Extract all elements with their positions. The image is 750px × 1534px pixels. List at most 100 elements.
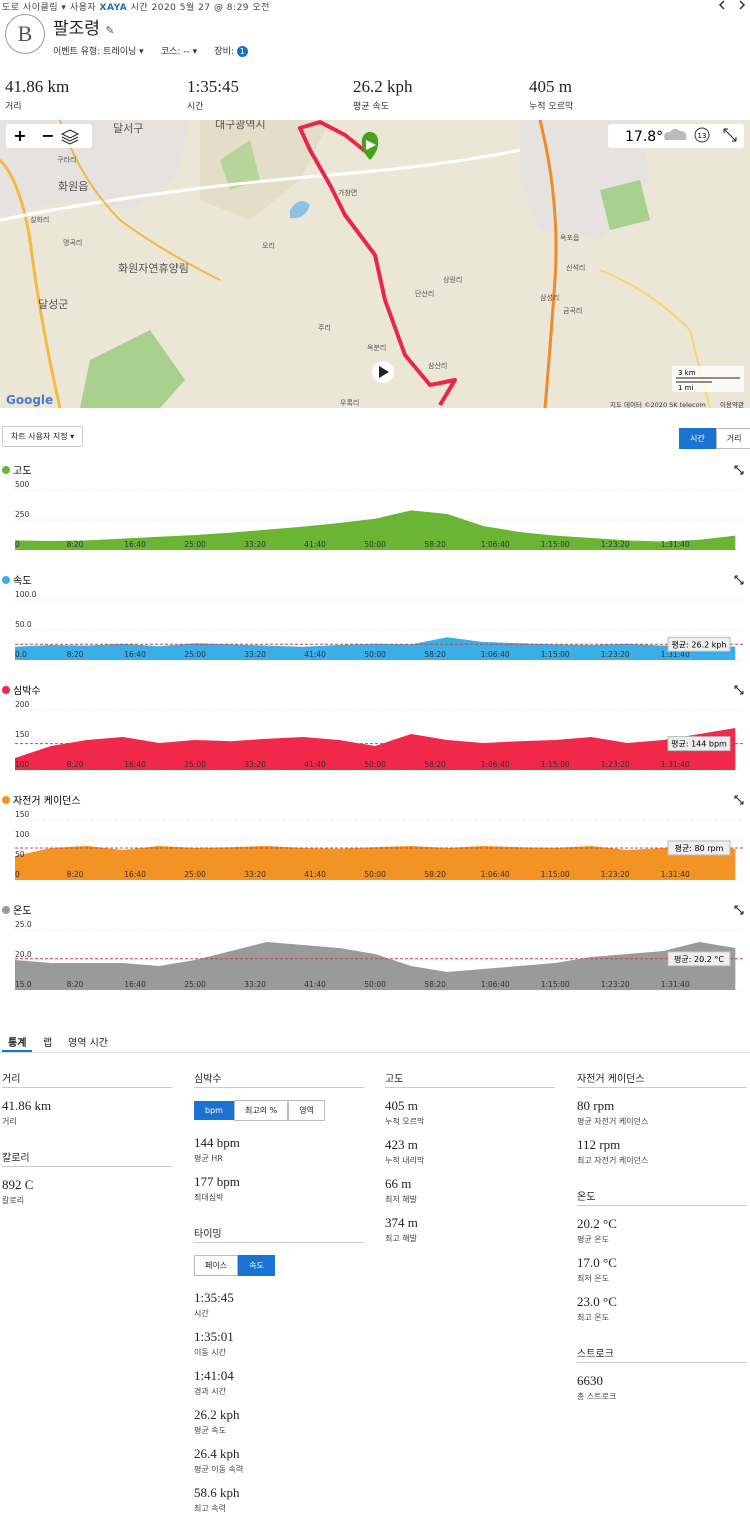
nav-arrows[interactable] xyxy=(718,0,748,10)
stat-label: 평균 자전거 케이던스 xyxy=(577,1117,649,1126)
x-tick-label: 1:31:40 xyxy=(661,540,690,549)
stat-value: 144 bpm xyxy=(194,1135,240,1150)
average-label: 평균: 26.2 kph xyxy=(671,639,726,649)
stat-label: 평균 속도 xyxy=(194,1426,226,1435)
stats-tab[interactable]: 영역 시간 xyxy=(68,1038,108,1049)
layers-icon[interactable] xyxy=(60,129,80,145)
stat-value: 41.86 km xyxy=(2,1098,52,1113)
gear[interactable]: 장비: xyxy=(214,47,234,57)
stats-section: 타이밍 페이스 속도 1:35:45 시간 1:35:01 이동 시간 1:41:04 경과 시… xyxy=(194,1225,366,1514)
route xyxy=(298,120,457,407)
forest xyxy=(220,140,260,190)
stat-value: 26.4 kph xyxy=(194,1446,240,1461)
place-label: 삼성리 xyxy=(540,293,559,302)
cloud-icon xyxy=(664,128,687,140)
zoom-out[interactable]: − xyxy=(41,126,54,145)
stat-label: 최저 해발 xyxy=(385,1195,417,1204)
y-tick-label: 50 xyxy=(15,850,25,859)
next-arrow[interactable] xyxy=(739,0,746,10)
section-title: 온도 xyxy=(577,1188,747,1206)
stats-tab[interactable]: 랩 xyxy=(43,1038,53,1049)
stat-value: 423 m xyxy=(385,1137,418,1152)
area xyxy=(15,510,736,550)
chart-title: 속도 xyxy=(13,575,31,587)
user-name[interactable]: XAYA xyxy=(99,3,128,13)
customize-button[interactable]: 차트 사용자 지정 ▾ xyxy=(2,426,84,447)
y-tick-label: 200 xyxy=(15,700,30,709)
activity-type[interactable]: 도로 사이클링 xyxy=(2,3,59,13)
summary-label: 거리 xyxy=(5,102,22,112)
segment-button[interactable]: 영역 xyxy=(288,1100,325,1121)
edit-icon[interactable]: ✎ xyxy=(105,24,115,37)
zoom-in[interactable]: + xyxy=(13,126,26,145)
prev-arrow[interactable] xyxy=(718,0,725,10)
expand-icon[interactable] xyxy=(734,685,744,695)
chart: 자전거 케이던스 0 50 100 150 8:20 16:40 25:00 33:20 41:4… xyxy=(2,795,744,881)
button-group: bpm 최고의 % 영역 xyxy=(194,1098,366,1121)
y-tick-label: 500 xyxy=(15,480,30,489)
x-tick-label: 16:40 xyxy=(124,980,146,989)
stat-value: 1:35:01 xyxy=(194,1329,234,1344)
top-bar: 도로 사이클링 ▾ 사용자 XAYA 시간 2020 5월 27 @ 8:29 … xyxy=(2,0,270,13)
legend-dot xyxy=(2,576,10,584)
fullscreen-icon[interactable] xyxy=(723,128,737,142)
x-tick-label: 16:40 xyxy=(124,870,146,879)
area xyxy=(15,728,736,770)
course[interactable]: 코스: -- xyxy=(160,47,190,57)
attribution: 지도 데이터 ©2020 SK telecom xyxy=(610,400,706,408)
terrain xyxy=(200,120,330,220)
event-type[interactable]: 이벤트 유형: 트레이닝 xyxy=(53,47,137,57)
x-tick-label: 16:40 xyxy=(124,540,146,549)
y-tick-label: 15.0 xyxy=(15,980,32,989)
stat-value: 892 C xyxy=(2,1177,34,1192)
weather-temp: 17.8° xyxy=(625,129,663,145)
segment-button[interactable]: 속도 xyxy=(238,1255,275,1276)
chart: 속도 0.0 50.0 100.0 8:20 16:40 25:00 33:20 41:40 50… xyxy=(2,575,744,661)
place-label: 금곡리 xyxy=(563,306,582,315)
x-tick-label: 58:20 xyxy=(424,870,446,879)
dropdown-arrow[interactable]: ▾ xyxy=(61,3,70,13)
x-tick-label: 50:00 xyxy=(364,980,386,989)
section-title: 타이밍 xyxy=(194,1225,364,1243)
distance-toggle[interactable]: 거리 xyxy=(715,428,750,449)
expand-icon[interactable] xyxy=(734,575,744,585)
x-tick-label: 1:06:40 xyxy=(481,760,510,769)
stat-label: 최대심박 xyxy=(194,1193,224,1202)
x-tick-label: 50:00 xyxy=(364,760,386,769)
legend-dot xyxy=(2,466,10,474)
place-label: 상원리 xyxy=(443,275,462,284)
highway xyxy=(538,120,558,408)
stats-tab[interactable]: 통계 xyxy=(8,1038,27,1049)
gear-count[interactable]: 1 xyxy=(236,46,248,57)
expand-icon[interactable] xyxy=(734,795,744,805)
place-label: 신석리 xyxy=(566,263,585,272)
summary-value: 1:35:45 xyxy=(187,77,239,96)
segment-button[interactable]: 최고의 % xyxy=(233,1100,289,1121)
place-label: 화원읍 xyxy=(58,180,88,193)
tab-underline xyxy=(2,1050,32,1052)
x-tick-label: 8:20 xyxy=(67,540,84,549)
y-tick-label: 100 xyxy=(15,830,30,839)
user-label: 사용자 xyxy=(69,3,97,13)
place-label: 대구광역시 xyxy=(215,120,266,131)
activity-title[interactable]: 팔조령 ✎ xyxy=(53,14,115,39)
button-group: 페이스 속도 xyxy=(194,1253,366,1276)
expand-icon[interactable] xyxy=(734,465,744,475)
place-label: 옥포읍 xyxy=(560,234,580,242)
x-tick-label: 25:00 xyxy=(184,650,206,659)
stat-value: 58.6 kph xyxy=(194,1485,240,1500)
terms-link[interactable]: 이용약관 xyxy=(720,400,744,408)
scale-mi: 1 mi xyxy=(678,384,693,392)
stat-label: 총 스트로크 xyxy=(577,1392,617,1401)
place-label: 주리 xyxy=(318,323,331,332)
stat-label: 최고 자전거 케이던스 xyxy=(577,1156,649,1165)
stat-value: 112 rpm xyxy=(577,1137,621,1152)
place-label: 달성군 xyxy=(38,298,68,311)
time-toggle[interactable]: 시간 xyxy=(679,428,716,449)
x-tick-label: 1:23:20 xyxy=(601,540,630,549)
segment-button[interactable]: 페이스 xyxy=(194,1255,239,1276)
stats-column: 자전거 케이던스 80 rpm 평균 자전거 케이던스 112 rpm 최고 자전거 케… xyxy=(577,1070,749,1412)
segment-button[interactable]: bpm xyxy=(194,1101,234,1120)
expand-icon[interactable] xyxy=(734,905,744,915)
